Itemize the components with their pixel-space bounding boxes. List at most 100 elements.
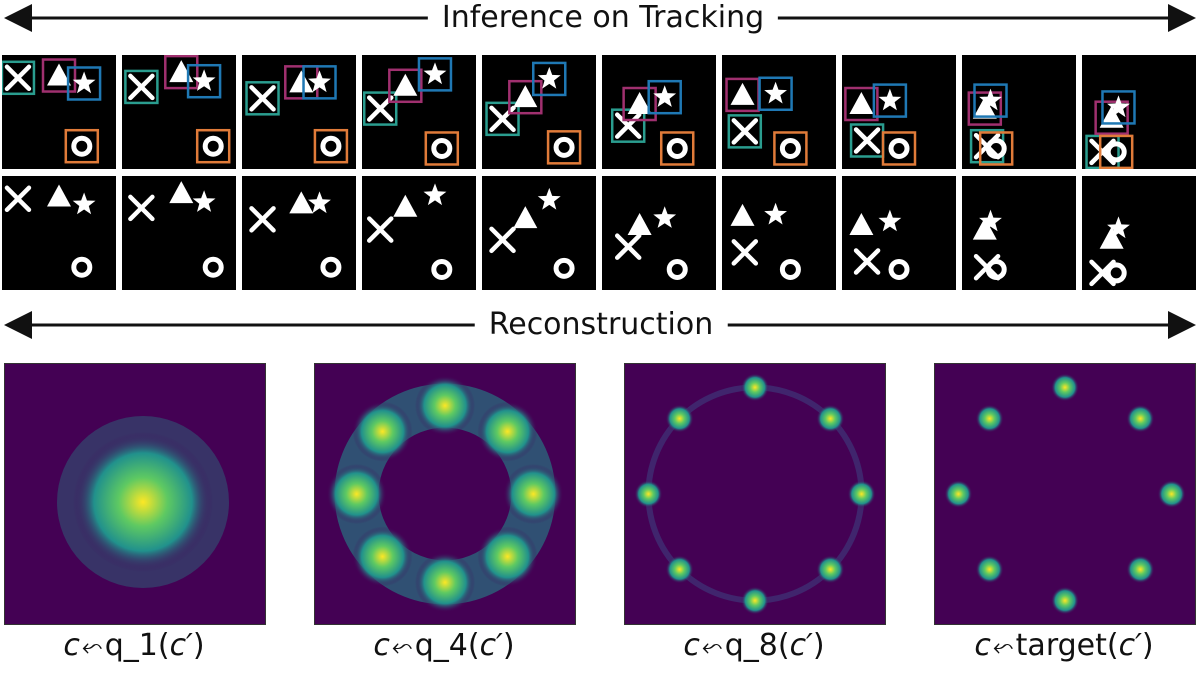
star-bounding-box xyxy=(758,76,793,112)
caption-variable: c xyxy=(63,628,80,663)
caption-argument: c′ xyxy=(169,628,193,663)
x-shape-icon xyxy=(366,95,394,122)
circle-shape-icon xyxy=(888,137,910,159)
star-bounding-box xyxy=(417,57,453,92)
triangle-shape-icon xyxy=(849,213,874,236)
triangle-bounding-box xyxy=(967,91,1003,126)
circle-shape-icon xyxy=(320,135,342,157)
circle-shape-icon xyxy=(553,136,575,158)
star-shape-icon xyxy=(537,187,561,210)
tracking-frame-observed xyxy=(482,176,596,290)
x-shape-icon xyxy=(366,216,394,243)
circle-shape-icon xyxy=(71,256,93,278)
left-arrow-icon xyxy=(4,311,32,339)
circle-shape-icon xyxy=(779,258,801,280)
triangle-bounding-box xyxy=(41,58,77,93)
triangle-bounding-box xyxy=(622,86,657,122)
x-bounding-box xyxy=(610,108,646,143)
squiggle-arrow-icon: ⬿ xyxy=(701,632,723,662)
triangle-shape-icon xyxy=(169,60,194,83)
caption-function: q_4( xyxy=(414,628,480,663)
caption-function: q_1( xyxy=(104,628,170,663)
x-shape-icon xyxy=(853,127,881,154)
star-bounding-box xyxy=(973,83,1008,118)
circle-bounding-box xyxy=(64,128,100,164)
tracking-frame-observed xyxy=(962,176,1076,290)
star-shape-icon xyxy=(423,183,447,206)
caption-argument: c′ xyxy=(1118,628,1142,663)
triangle-shape-icon xyxy=(289,191,314,214)
x-bounding-box xyxy=(727,114,763,149)
x-bounding-box xyxy=(124,69,159,105)
triangle-bounding-box xyxy=(1094,100,1129,135)
circle-shape-icon xyxy=(202,135,224,157)
star-shape-icon xyxy=(979,209,1002,232)
triangle-shape-icon xyxy=(730,203,755,226)
x-shape-icon xyxy=(614,233,642,260)
tracking-frame-inferred xyxy=(962,55,1076,169)
circle-shape-icon xyxy=(71,135,93,157)
star-bounding-box xyxy=(872,83,908,118)
right-arrow-icon xyxy=(1168,4,1196,32)
triangle-bounding-box xyxy=(164,55,199,90)
x-shape-icon xyxy=(731,118,759,145)
star-shape-icon xyxy=(308,191,331,214)
star-shape-icon xyxy=(72,192,96,215)
x-shape-icon xyxy=(128,73,155,101)
squiggle-arrow-icon: ⬿ xyxy=(391,632,413,662)
star-shape-icon xyxy=(1107,216,1130,239)
reconstruction-title: Reconstruction xyxy=(474,307,728,343)
caption-function: q_8( xyxy=(724,628,790,663)
circle-shape-icon xyxy=(431,258,453,280)
circle-bounding-box xyxy=(978,131,1014,166)
star-shape-icon xyxy=(72,71,96,94)
circle-shape-icon xyxy=(553,257,575,279)
circle-shape-icon xyxy=(666,258,688,280)
x-bounding-box xyxy=(362,91,398,126)
density-panel-target xyxy=(934,363,1196,625)
circle-shape-icon xyxy=(1105,262,1127,284)
tracking-frame-inferred xyxy=(722,55,836,169)
caption-argument: c′ xyxy=(789,628,813,663)
star-shape-icon xyxy=(537,66,561,89)
star-bounding-box xyxy=(186,63,222,99)
x-bounding-box xyxy=(485,101,520,137)
tracking-frame-observed xyxy=(122,176,236,290)
star-shape-icon xyxy=(979,88,1002,111)
density-panel-q8 xyxy=(624,363,886,625)
x-bounding-box xyxy=(245,81,280,116)
circle-shape-icon xyxy=(985,258,1007,280)
triangle-shape-icon xyxy=(513,85,538,108)
star-shape-icon xyxy=(1107,95,1130,118)
density-caption-q8: c⬿q_8(c′) xyxy=(683,628,825,663)
star-shape-icon xyxy=(764,202,787,225)
star-shape-icon xyxy=(878,88,902,111)
x-shape-icon xyxy=(128,194,155,222)
circle-bounding-box xyxy=(773,131,808,166)
tracking-arrow-row: Inference on Tracking xyxy=(0,0,1200,36)
tracking-title: Inference on Tracking xyxy=(427,0,779,36)
star-bounding-box xyxy=(1101,90,1136,125)
star-shape-icon xyxy=(423,62,447,85)
circle-shape-icon xyxy=(320,256,342,278)
caption-function: target( xyxy=(1015,628,1119,663)
star-shape-icon xyxy=(653,85,677,107)
x-shape-icon xyxy=(489,226,516,254)
star-shape-icon xyxy=(308,70,331,93)
tracking-frame-observed xyxy=(602,176,716,290)
triangle-bounding-box xyxy=(844,86,879,122)
squiggle-arrow-icon: ⬿ xyxy=(992,632,1014,662)
tracking-frame-observed xyxy=(2,176,116,290)
triangle-bounding-box xyxy=(388,68,423,104)
left-arrow-icon xyxy=(4,4,32,32)
tracking-frame-inferred xyxy=(122,55,236,169)
triangle-shape-icon xyxy=(289,70,314,93)
triangle-shape-icon xyxy=(627,213,652,236)
triangle-shape-icon xyxy=(513,206,538,229)
density-caption-q4: c⬿q_4(c′) xyxy=(373,628,515,663)
caption-variable: c xyxy=(373,628,390,663)
circle-bounding-box xyxy=(546,130,582,165)
circle-bounding-box xyxy=(424,131,460,166)
circle-shape-icon xyxy=(666,137,688,159)
x-shape-icon xyxy=(4,185,32,213)
